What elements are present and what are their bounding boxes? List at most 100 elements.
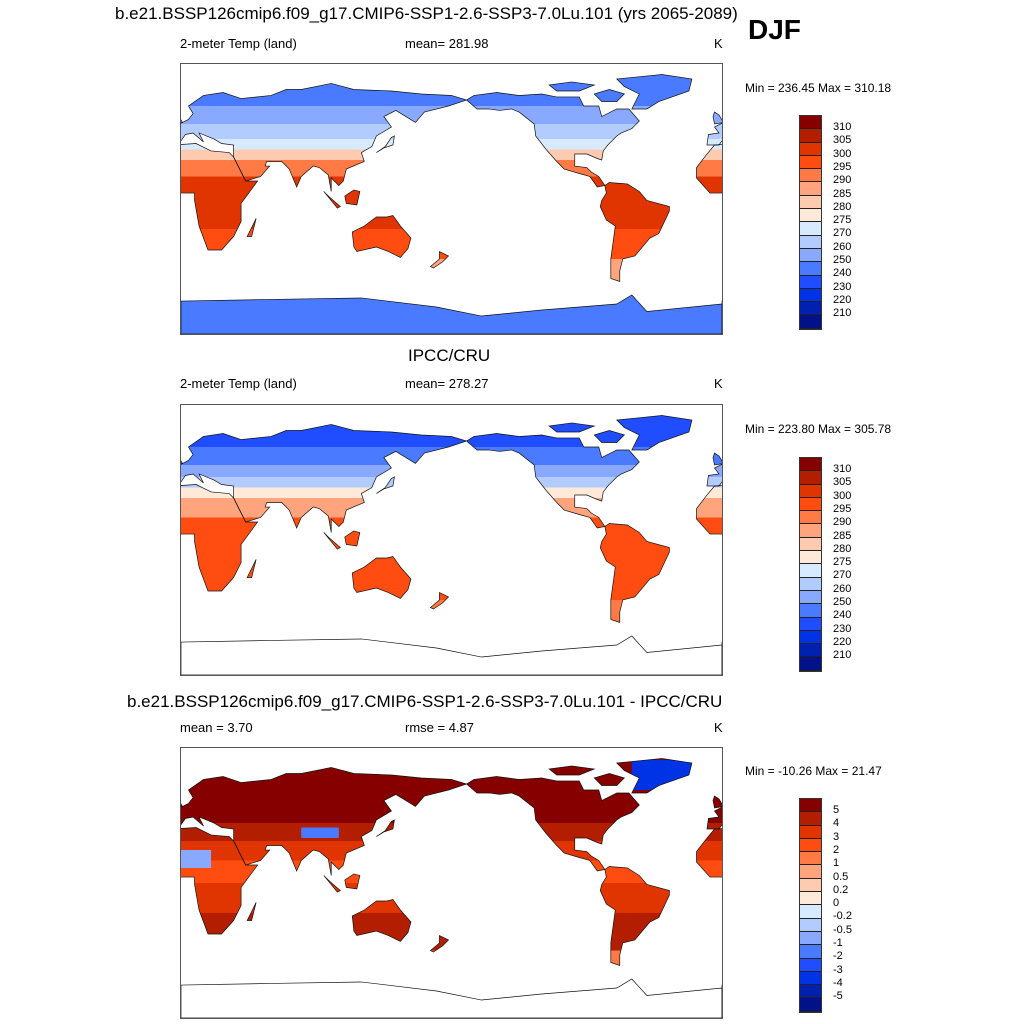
colorbar-label: 275 bbox=[833, 556, 852, 569]
colorbar-box bbox=[800, 971, 821, 986]
colorbar-box bbox=[800, 182, 821, 196]
colorbar-box bbox=[800, 458, 821, 472]
minmax-label: Min = -10.26 Max = 21.47 bbox=[745, 764, 882, 778]
minmax-label: Min = 223.80 Max = 305.78 bbox=[745, 422, 892, 436]
colorbar-box bbox=[800, 235, 821, 249]
coastline-borneo bbox=[344, 873, 361, 890]
coastline-japan bbox=[376, 819, 395, 837]
colorbar-box bbox=[800, 551, 821, 565]
coastline-madagascar bbox=[246, 902, 257, 921]
colorbar-box bbox=[800, 878, 821, 893]
colorbar-label: 5 bbox=[833, 804, 840, 816]
colorbar-box bbox=[800, 998, 821, 1012]
colorbar-box bbox=[800, 195, 821, 210]
coastline-baffin bbox=[593, 430, 626, 443]
colorbar-box bbox=[800, 657, 821, 671]
colorbar-label: 275 bbox=[833, 214, 852, 227]
coastline-greenland bbox=[616, 74, 693, 110]
colorbar-label: -5 bbox=[833, 990, 843, 1003]
colorbar-box bbox=[800, 838, 821, 853]
colorbar-box bbox=[800, 892, 821, 906]
colorbar bbox=[799, 798, 822, 1013]
field-band bbox=[181, 913, 722, 951]
colorbar-label: 0.5 bbox=[833, 870, 849, 883]
coastline-samerica bbox=[599, 523, 670, 623]
colorbar-label: 300 bbox=[833, 147, 852, 160]
coastline-africa bbox=[155, 143, 259, 251]
colorbar-label: 280 bbox=[833, 542, 852, 555]
field-band bbox=[181, 517, 722, 600]
colorbar-box bbox=[800, 918, 821, 932]
colorbar-box bbox=[800, 497, 821, 512]
panel-title: IPCC/CRU bbox=[408, 346, 491, 365]
colorbar-label: 250 bbox=[833, 254, 852, 266]
colorbar-label: 250 bbox=[833, 596, 852, 608]
panel-center-label: mean= 281.98 bbox=[405, 36, 489, 51]
field-band bbox=[181, 487, 722, 498]
colorbar-label: 270 bbox=[833, 569, 852, 582]
field-band bbox=[181, 860, 722, 883]
colorbar-label: 230 bbox=[833, 622, 852, 635]
field-band bbox=[181, 289, 722, 334]
map-panel bbox=[155, 747, 1024, 1019]
colorbar-box bbox=[800, 471, 821, 485]
coastline-arch bbox=[548, 422, 596, 433]
field-band bbox=[181, 950, 722, 970]
colorbar-label: 290 bbox=[833, 174, 852, 187]
coastline-eurasia bbox=[165, 83, 468, 192]
colorbar-box bbox=[800, 985, 821, 999]
colorbar-label: -4 bbox=[833, 976, 843, 989]
colorbar-box bbox=[800, 617, 821, 631]
colorbar-label: 220 bbox=[833, 293, 852, 306]
colorbar bbox=[799, 115, 822, 330]
coastline-samerica bbox=[599, 866, 670, 966]
field-band bbox=[181, 823, 722, 841]
colorbar-box bbox=[800, 537, 821, 552]
colorbar-label: 305 bbox=[833, 476, 852, 489]
coastline-nz bbox=[429, 250, 450, 269]
colorbar-label: 210 bbox=[833, 307, 852, 320]
colorbar-box bbox=[800, 564, 821, 578]
field-anomaly bbox=[181, 850, 212, 868]
field-band bbox=[181, 160, 722, 177]
colorbar-box bbox=[800, 865, 821, 879]
colorbar-box bbox=[800, 169, 821, 183]
colorbar-label: 310 bbox=[833, 463, 852, 475]
colorbar-label: 0.2 bbox=[833, 883, 849, 896]
field-band bbox=[181, 229, 722, 259]
panel-left-label: mean = 3.70 bbox=[180, 720, 253, 735]
field-band bbox=[181, 74, 722, 106]
colorbar-box bbox=[800, 315, 821, 329]
colorbar-label: 300 bbox=[833, 489, 852, 502]
colorbar-label: 295 bbox=[833, 160, 852, 173]
panel-center-label: rmse = 4.87 bbox=[405, 720, 475, 735]
coastline-japan bbox=[376, 135, 395, 153]
field-band bbox=[181, 259, 722, 289]
units-label: K bbox=[714, 36, 723, 51]
colorbar-label: 280 bbox=[833, 200, 852, 213]
coastline-eurasia bbox=[165, 767, 468, 876]
coastline-samerica bbox=[599, 182, 670, 282]
colorbar-box bbox=[800, 852, 821, 866]
colorbar-label: -0.5 bbox=[833, 923, 852, 936]
units-label: K bbox=[714, 376, 723, 391]
colorbar-label: 310 bbox=[833, 121, 852, 133]
colorbar-box bbox=[800, 812, 821, 826]
coastline-borneo bbox=[344, 189, 361, 206]
field-band bbox=[181, 124, 722, 139]
colorbar-box bbox=[800, 945, 821, 959]
coastline-australia bbox=[351, 215, 412, 258]
colorbar-label: -2 bbox=[833, 950, 843, 963]
colorbar-box bbox=[800, 248, 821, 263]
colorbar-label: 285 bbox=[833, 529, 852, 542]
colorbar-box bbox=[800, 511, 821, 525]
colorbar-box bbox=[800, 825, 821, 839]
field-anomaly bbox=[631, 760, 692, 790]
colorbar-box bbox=[800, 604, 821, 618]
coastline-japan bbox=[376, 476, 395, 494]
colorbar-label: -3 bbox=[833, 963, 843, 976]
figure-title: b.e21.BSSP126cmip6.f09_g17.CMIP6-SSP1-2.… bbox=[115, 4, 738, 23]
colorbar-label: 3 bbox=[833, 830, 840, 843]
colorbar-label: 270 bbox=[833, 227, 852, 240]
coastline-greenland bbox=[616, 758, 693, 794]
